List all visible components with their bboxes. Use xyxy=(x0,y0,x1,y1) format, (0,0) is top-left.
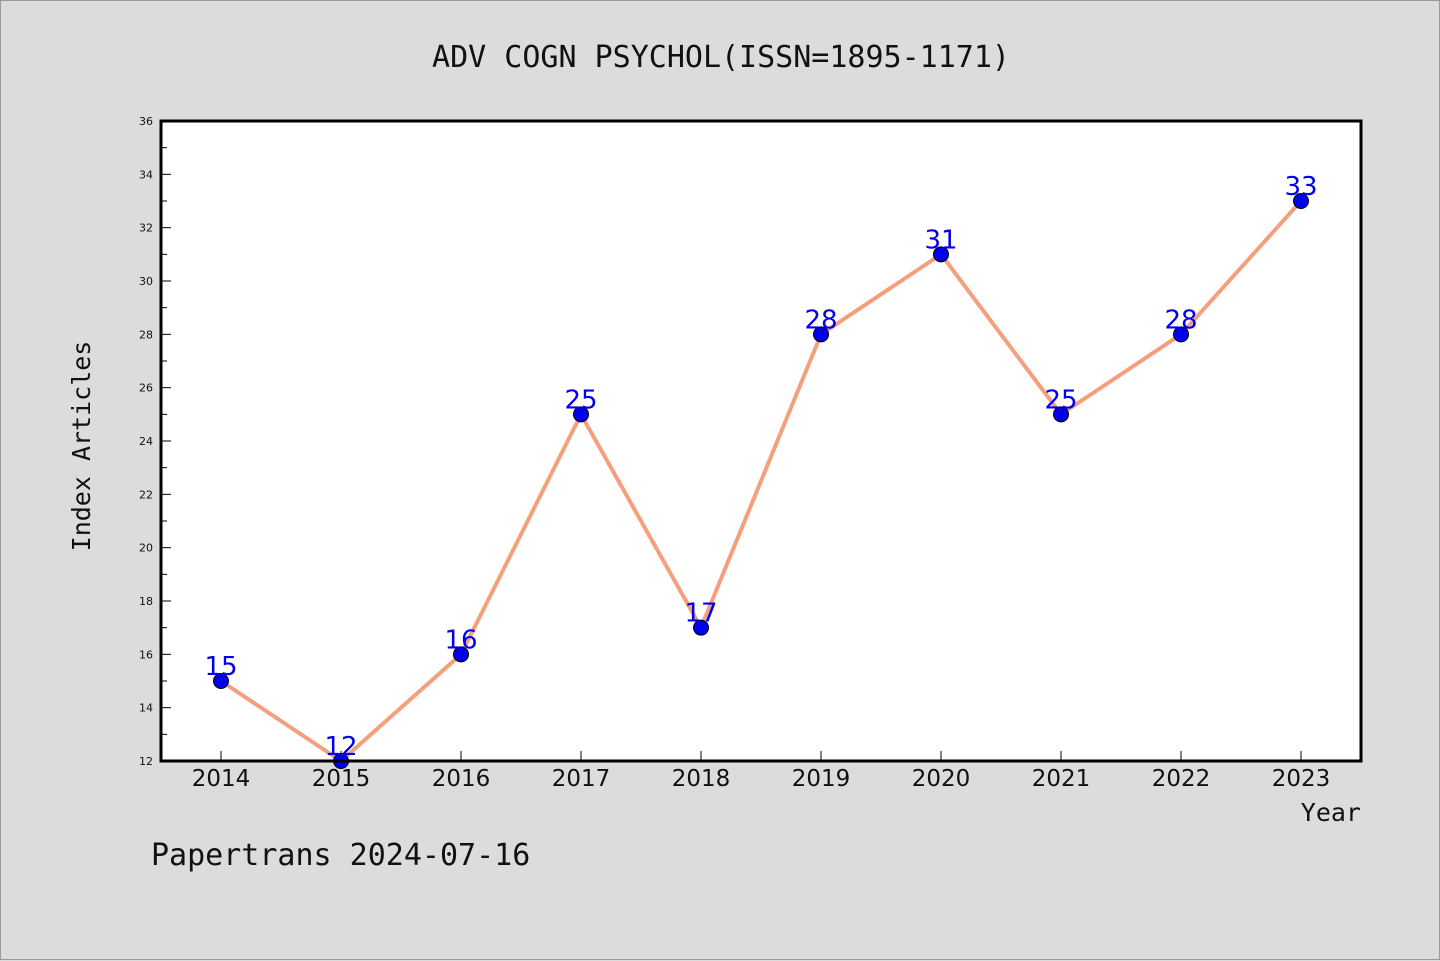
data-point xyxy=(813,326,829,343)
data-label: 15 xyxy=(204,652,237,682)
y-tick-label: 28 xyxy=(139,328,153,341)
y-tick-label: 12 xyxy=(139,755,153,768)
data-label: 25 xyxy=(1044,385,1077,415)
x-tick-label: 2022 xyxy=(1152,766,1211,792)
x-tick-label: 2020 xyxy=(912,766,971,792)
data-point xyxy=(573,406,589,423)
y-axis: 12 14 16 18 20 22 24 26 28 30 32 34 36 xyxy=(139,115,171,768)
data-label: 17 xyxy=(684,599,717,629)
data-label: 28 xyxy=(1164,305,1197,335)
y-tick-label: 24 xyxy=(139,435,153,448)
x-tick-label: 2021 xyxy=(1032,766,1091,792)
x-axis: 2014 2015 2016 2017 2018 2019 2020 2021 2022 2023 xyxy=(192,751,1331,792)
y-tick-label: 14 xyxy=(139,702,153,715)
data-point xyxy=(933,246,949,263)
series-line xyxy=(219,199,1303,763)
y-tick-label: 22 xyxy=(139,488,153,501)
y-axis-label: Index Articles xyxy=(67,341,96,552)
data-point xyxy=(453,646,469,663)
data-label: 25 xyxy=(564,385,597,415)
data-label: 16 xyxy=(444,625,477,655)
plot-area xyxy=(161,121,1361,761)
data-point xyxy=(1173,326,1189,343)
footer-credit: Papertrans 2024-07-16 xyxy=(151,838,530,873)
x-tick-label: 2018 xyxy=(672,766,731,792)
x-tick-label: 2017 xyxy=(552,766,611,792)
x-tick-label: 2023 xyxy=(1272,766,1331,792)
x-tick-label: 2014 xyxy=(192,766,251,792)
y-tick-label: 26 xyxy=(139,382,153,395)
data-label: 31 xyxy=(924,225,957,255)
data-point xyxy=(693,619,709,636)
series-line-group xyxy=(219,199,1303,763)
chart-title: ADV COGN PSYCHOL(ISSN=1895-1171) xyxy=(432,40,1010,75)
data-label: 28 xyxy=(804,305,837,335)
plot-frame xyxy=(159,119,1363,763)
x-axis-label: Year xyxy=(1301,798,1361,827)
data-point xyxy=(213,673,229,689)
x-tick-label: 2016 xyxy=(432,766,491,792)
x-tick-label: 2015 xyxy=(312,766,371,792)
data-label: 12 xyxy=(324,732,357,762)
data-point xyxy=(1053,406,1069,423)
y-tick-label: 30 xyxy=(139,275,153,288)
data-points xyxy=(213,193,1309,769)
y-tick-label: 16 xyxy=(139,648,153,661)
y-tick-label: 34 xyxy=(139,168,153,181)
x-tick-label: 2019 xyxy=(792,766,851,792)
data-point xyxy=(1293,193,1309,209)
y-tick-label: 36 xyxy=(139,115,153,128)
y-tick-label: 20 xyxy=(139,542,153,555)
data-labels: 15 12 16 25 17 28 31 25 28 33 xyxy=(204,172,1317,762)
y-tick-label: 18 xyxy=(139,595,153,608)
data-label: 33 xyxy=(1284,172,1317,202)
y-tick-label: 32 xyxy=(139,222,153,235)
